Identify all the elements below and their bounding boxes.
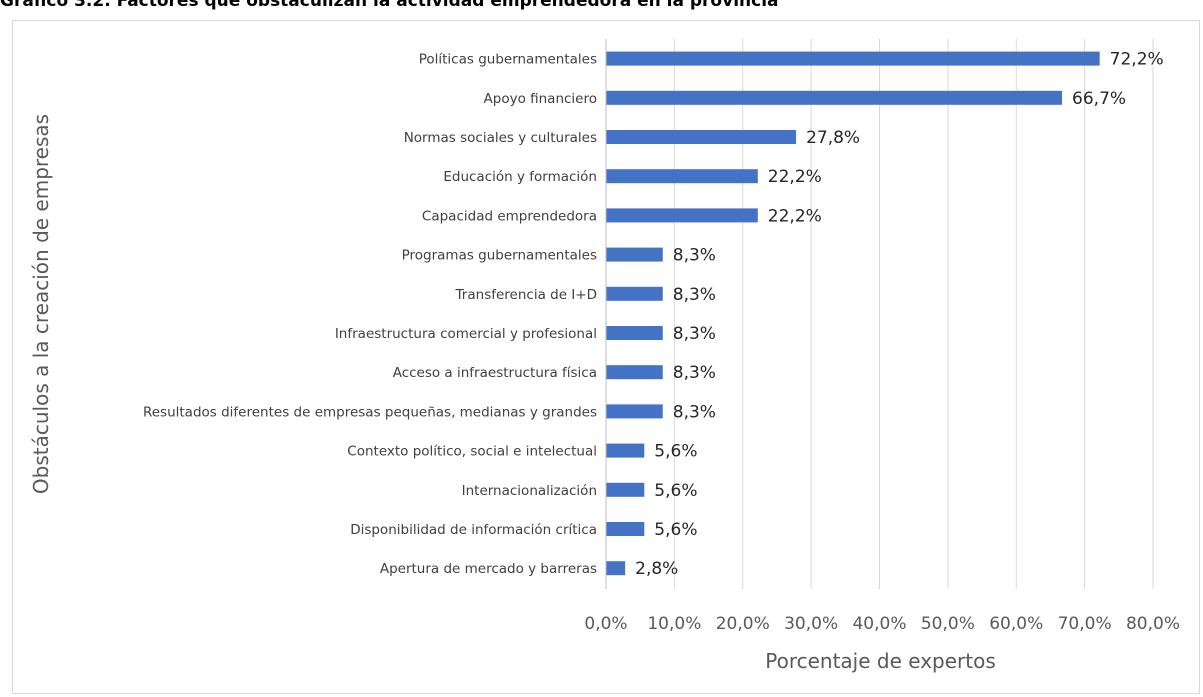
category-label: Transferencia de I+D [455, 287, 597, 303]
category-label: Políticas gubernamentales [419, 52, 597, 68]
x-axis-title: Porcentaje de expertos [765, 649, 996, 673]
value-label: 8,3% [673, 402, 716, 422]
value-label: 8,3% [673, 246, 716, 266]
bar [606, 482, 645, 497]
x-tick-label: 0,0% [584, 614, 627, 634]
bar [606, 522, 645, 536]
value-label: 8,3% [673, 285, 716, 305]
x-tick-label: 60,0% [989, 614, 1043, 634]
value-label: 27,8% [806, 128, 860, 148]
value-label: 5,6% [654, 442, 697, 462]
bar [606, 130, 797, 144]
x-tick-label: 50,0% [921, 614, 975, 634]
bar [606, 404, 663, 419]
x-tick-labels: 0,0% 10,0% 20,0% 30,0% 40,0% 50,0% 60,0% 70,0% 8… [584, 614, 1180, 634]
bar-chart: Políticas gubernamentales Apoyo financier… [29, 39, 1180, 673]
y-axis-title: Obstáculos a la creación de empresas [29, 114, 53, 494]
chart-area: Políticas gubernamentales Apoyo financier… [12, 20, 1200, 694]
value-label: 22,2% [768, 167, 822, 187]
bar [606, 208, 758, 223]
value-label: 8,3% [673, 324, 716, 344]
category-label: Contexto político, social e intelectual [347, 444, 597, 460]
value-labels: 72,2% 66,7% 27,8% 22,2% 22,2% 8,3% 8,3% 8,3% 8,3… [635, 50, 1164, 580]
category-label: Educación y formación [443, 169, 597, 185]
category-label: Resultados diferentes de empresas pequeñ… [143, 404, 597, 420]
category-label: Apertura de mercado y barreras [380, 561, 597, 577]
x-tick-label: 10,0% [647, 614, 701, 634]
category-label: Acceso a infraestructura física [393, 365, 597, 381]
bar [606, 90, 1063, 105]
category-label: Normas sociales y culturales [404, 130, 597, 146]
x-tick-label: 20,0% [716, 614, 770, 634]
value-label: 8,3% [673, 363, 716, 383]
bar [606, 169, 758, 184]
bar [606, 561, 626, 576]
category-label: Capacidad emprendedora [422, 208, 597, 224]
x-tick-label: 30,0% [784, 614, 838, 634]
value-label: 5,6% [654, 481, 697, 501]
category-label: Programas gubernamentales [402, 248, 597, 264]
value-label: 5,6% [654, 520, 697, 540]
category-label: Infraestructura comercial y profesional [335, 326, 597, 342]
bar [606, 51, 1100, 66]
bar [606, 326, 663, 340]
value-label: 22,2% [768, 206, 822, 226]
gridlines [673, 39, 1154, 589]
x-tick-label: 40,0% [852, 614, 906, 634]
x-tick-label: 80,0% [1126, 614, 1180, 634]
bar [606, 286, 663, 301]
category-label: Internacionalización [462, 483, 597, 499]
value-label: 72,2% [1110, 50, 1164, 70]
x-tick-label: 70,0% [1058, 614, 1112, 634]
bar [606, 247, 663, 262]
bar [606, 365, 663, 380]
category-label: Disponibilidad de información crítica [350, 522, 597, 538]
page-title: Gráfico 3.2. Factores que obstaculizan l… [0, 0, 779, 11]
bar [606, 443, 645, 458]
category-label: Apoyo financiero [484, 91, 597, 107]
category-labels: Políticas gubernamentales Apoyo financier… [143, 52, 597, 578]
value-label: 66,7% [1072, 89, 1126, 109]
value-label: 2,8% [635, 559, 678, 579]
bars [606, 51, 1100, 576]
